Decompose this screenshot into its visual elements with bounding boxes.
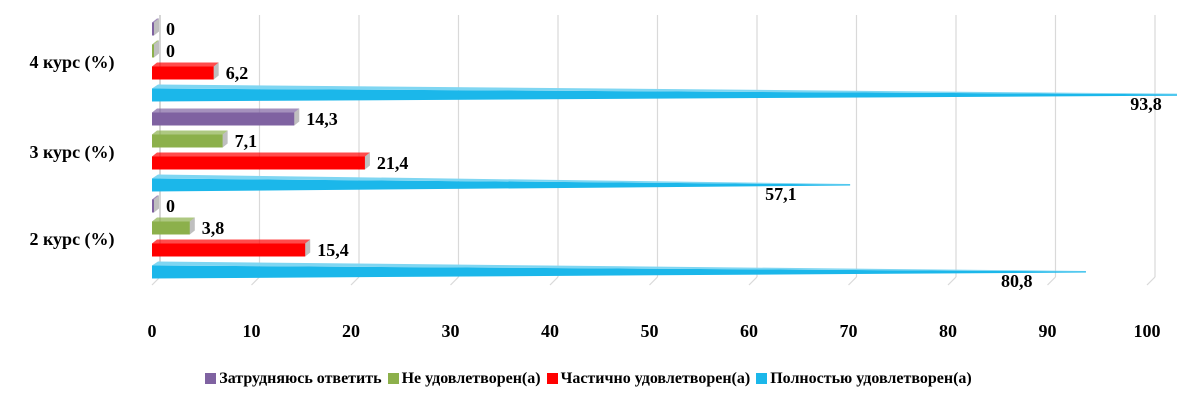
legend-swatch bbox=[756, 373, 768, 384]
legend-item: Полностью удовлетворен(а) bbox=[756, 370, 972, 388]
bar-top bbox=[152, 108, 300, 113]
category-label: 4 курс (%) bbox=[29, 52, 114, 73]
data-label: 6,2 bbox=[226, 63, 249, 83]
legend-label: Полностью удовлетворен(а) bbox=[770, 370, 972, 387]
x-axis-ticks: 0 10 20 30 40 50 60 70 80 90 100 bbox=[148, 321, 1161, 341]
legend: Затрудняюсь ответить Не удовлетворен(а) Ча… bbox=[0, 370, 1177, 388]
x-tick-label: 40 bbox=[541, 321, 559, 341]
gridline-floor bbox=[450, 276, 459, 286]
bar-side bbox=[364, 152, 370, 170]
bar-side bbox=[305, 239, 311, 257]
bar-top bbox=[152, 130, 228, 135]
legend-item: Затрудняюсь ответить bbox=[205, 370, 382, 388]
gridline-floor bbox=[350, 276, 360, 286]
legend-swatch bbox=[387, 373, 399, 384]
gridline-floor bbox=[848, 276, 857, 286]
bar bbox=[152, 88, 1177, 102]
bar-top bbox=[152, 239, 311, 244]
bar bbox=[152, 22, 154, 36]
data-label: 57,1 bbox=[765, 184, 797, 204]
bar-top bbox=[152, 195, 159, 200]
bar-top bbox=[152, 217, 195, 222]
data-label: 7,1 bbox=[235, 131, 258, 151]
legend-label: Частично удовлетворен(а) bbox=[560, 370, 751, 387]
data-label: 93,8 bbox=[1130, 94, 1162, 114]
gridline-floor bbox=[748, 276, 758, 286]
x-tick-label: 60 bbox=[740, 321, 758, 341]
bar-top bbox=[152, 40, 159, 45]
bar bbox=[152, 243, 306, 257]
legend-item: Частично удовлетворен(а) bbox=[546, 370, 751, 388]
gridline-floor bbox=[947, 276, 957, 286]
bar bbox=[152, 66, 214, 80]
legend-label: Затрудняюсь ответить bbox=[219, 370, 382, 387]
bar-top bbox=[152, 18, 159, 23]
legend-swatch bbox=[205, 373, 217, 384]
legend-swatch bbox=[546, 373, 558, 384]
x-tick-label: 10 bbox=[243, 321, 261, 341]
category-label: 2 курс (%) bbox=[29, 229, 114, 250]
x-tick-label: 30 bbox=[442, 321, 460, 341]
bar-side bbox=[154, 195, 159, 213]
bar-side bbox=[154, 18, 159, 36]
data-label: 14,3 bbox=[306, 109, 338, 129]
bar-top bbox=[152, 261, 1086, 272]
bar-top bbox=[152, 174, 851, 185]
bar-top bbox=[152, 62, 219, 67]
bar-top bbox=[152, 152, 370, 157]
bar bbox=[152, 112, 295, 126]
bar-side bbox=[189, 217, 195, 235]
bars bbox=[152, 18, 1177, 279]
bar bbox=[152, 199, 154, 213]
data-label: 3,8 bbox=[202, 218, 225, 238]
x-tick-label: 70 bbox=[840, 321, 858, 341]
legend-label: Не удовлетворен(а) bbox=[401, 370, 541, 387]
x-tick-label: 100 bbox=[1134, 321, 1161, 341]
legend-item: Не удовлетворен(а) bbox=[387, 370, 541, 388]
x-tick-label: 0 bbox=[148, 321, 157, 341]
bar bbox=[152, 44, 154, 58]
bar-top bbox=[152, 84, 1177, 95]
data-label: 0 bbox=[166, 196, 175, 216]
gridline-floor bbox=[649, 276, 658, 286]
bar-side bbox=[294, 108, 300, 126]
bar bbox=[152, 178, 851, 192]
gridline-floor bbox=[549, 276, 559, 286]
gridline-floor bbox=[251, 276, 260, 286]
bar-side bbox=[222, 130, 228, 148]
bar bbox=[152, 265, 1086, 279]
data-label: 0 bbox=[166, 19, 175, 39]
bar bbox=[152, 221, 190, 235]
bar bbox=[152, 134, 223, 148]
data-label: 15,4 bbox=[317, 240, 349, 260]
category-labels: 2 курс (%) 3 курс (%) 4 курс (%) bbox=[29, 52, 114, 250]
x-tick-label: 90 bbox=[1039, 321, 1057, 341]
gridline-floor bbox=[1047, 276, 1056, 286]
x-tick-label: 50 bbox=[641, 321, 659, 341]
data-label: 21,4 bbox=[377, 153, 409, 173]
bar-side bbox=[154, 40, 159, 58]
x-tick-label: 20 bbox=[342, 321, 360, 341]
gridline-floor bbox=[1146, 276, 1156, 286]
bar-side bbox=[213, 62, 219, 80]
data-label: 0 bbox=[166, 41, 175, 61]
data-label: 80,8 bbox=[1001, 271, 1032, 291]
category-label: 3 курс (%) bbox=[29, 142, 114, 163]
x-tick-label: 80 bbox=[939, 321, 957, 341]
bar bbox=[152, 156, 365, 170]
